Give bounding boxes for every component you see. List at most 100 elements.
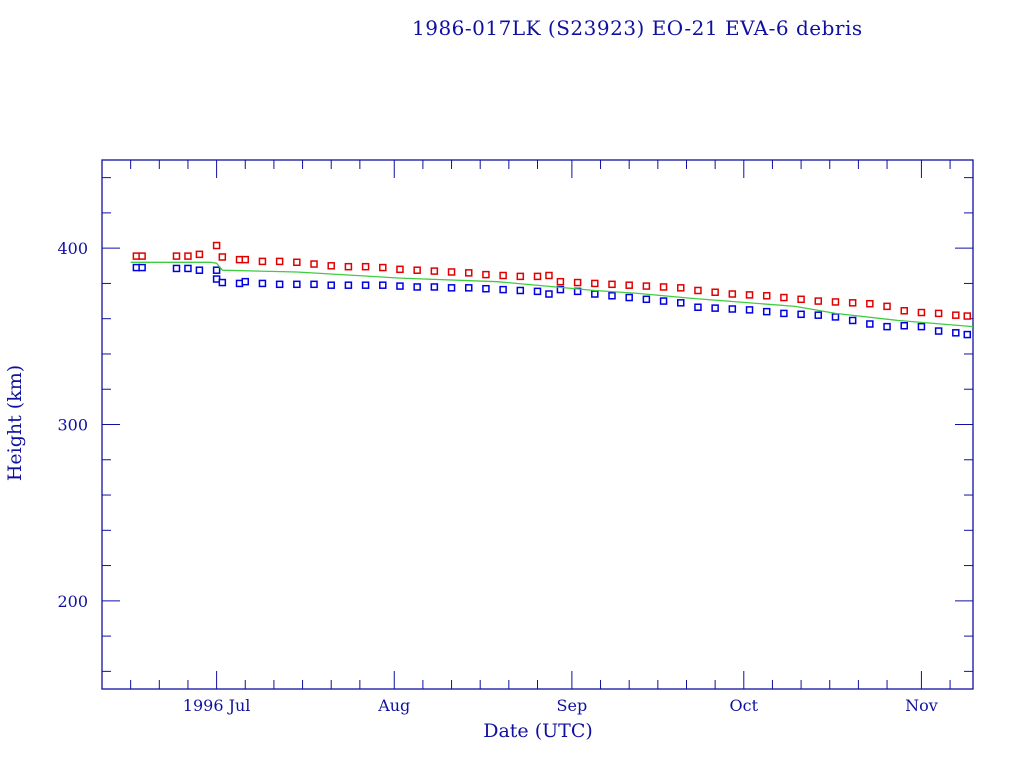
perigee-point (728, 305, 737, 313)
apogee-point (591, 279, 599, 288)
perigee-point (545, 290, 553, 298)
x-tick-label: Aug (377, 696, 410, 715)
perigee-point (464, 284, 473, 292)
apogee-point (310, 260, 318, 268)
apogee-point (883, 302, 891, 311)
mean-height-line (130, 261, 974, 328)
apogee-point (677, 284, 685, 292)
perigee-point (413, 283, 421, 291)
x-tick-label: Sep (557, 696, 588, 715)
perigee-point (934, 327, 943, 335)
apogee-point (728, 290, 737, 298)
perigee-point (396, 282, 404, 290)
apogee-point (642, 282, 651, 290)
perigee-point (848, 316, 857, 325)
perigee-point (499, 285, 507, 294)
apogee-point (533, 272, 542, 281)
perigee-point (482, 284, 490, 293)
plot-frame (101, 159, 974, 690)
apogee-point (831, 298, 840, 306)
apogee-point (464, 269, 473, 277)
apogee-point (963, 312, 972, 320)
y-tick-label: 200 (57, 592, 88, 611)
perigee-point (831, 313, 840, 321)
perigee-point (212, 266, 221, 274)
perigee-point (952, 329, 960, 337)
x-tick-label: 1996 Jul (183, 696, 251, 715)
perigee-point (344, 281, 353, 289)
perigee-point (642, 295, 651, 304)
apogee-point (762, 292, 771, 300)
perigee-point (677, 299, 685, 307)
apogee-point (482, 270, 490, 279)
perigee-point (310, 280, 318, 289)
apogee-point (917, 308, 926, 317)
perigee-point (516, 286, 525, 295)
apogee-point (218, 253, 227, 261)
apogee-point (195, 250, 204, 259)
apogee-point (797, 295, 805, 304)
perigee-point (917, 322, 926, 331)
apogee-point (848, 299, 857, 307)
apogee-point (694, 286, 702, 295)
apogee-point (745, 291, 754, 299)
apogee-point (866, 299, 874, 308)
perigee-point (172, 264, 181, 273)
perigee-point (379, 281, 387, 289)
apogee-point (258, 257, 267, 266)
perigee-point (275, 280, 284, 289)
perigee-point (780, 309, 788, 318)
perigee-point (533, 287, 542, 296)
apogee-point (413, 266, 421, 274)
apogee-point (625, 281, 633, 289)
perigee-point (625, 293, 633, 302)
apogee-point (430, 267, 439, 275)
perigee-point (293, 280, 301, 289)
apogee-point (659, 283, 668, 291)
apogee-point (344, 262, 353, 271)
apogee-point (293, 258, 301, 267)
perigee-point (745, 306, 754, 314)
apogee-point (711, 288, 719, 296)
perigee-point (447, 284, 456, 292)
apogee-point (556, 277, 565, 286)
apogee-point (447, 268, 456, 276)
perigee-point (883, 322, 891, 331)
perigee-point (814, 311, 823, 319)
apogee-point (608, 280, 616, 289)
apogee-point (241, 255, 250, 264)
perigee-point (195, 266, 204, 274)
apogee-point (275, 257, 284, 266)
x-tick-label: Nov (905, 696, 938, 715)
perigee-point (711, 304, 719, 312)
perigee-point (963, 330, 972, 339)
x-axis-label: Date (UTC) (483, 720, 593, 742)
apogee-point (573, 278, 582, 287)
perigee-point (608, 292, 616, 300)
perigee-point (258, 279, 267, 288)
perigee-point (591, 290, 599, 298)
perigee-point (762, 307, 771, 316)
y-tick-label: 400 (57, 239, 88, 258)
perigee-point (866, 320, 874, 328)
apogee-point (814, 297, 823, 305)
perigee-point (430, 283, 439, 291)
apogee-point (212, 241, 221, 250)
apogee-point (934, 309, 943, 318)
apogee-point (172, 252, 181, 260)
perigee-point (556, 285, 565, 294)
apogee-point (361, 262, 370, 271)
apogee-point (545, 271, 553, 280)
apogee-point (952, 311, 960, 319)
y-tick-label: 300 (57, 416, 88, 435)
perigee-point (184, 264, 192, 273)
apogee-point (780, 293, 788, 302)
x-tick-label: Oct (730, 696, 759, 715)
apogee-point (327, 262, 335, 270)
apogee-point (184, 252, 192, 260)
perigee-point (694, 303, 702, 311)
perigee-point (900, 322, 908, 330)
perigee-point (218, 278, 227, 287)
chart-title: 1986-017LK (S23923) EO-21 EVA-6 debris (412, 16, 863, 40)
